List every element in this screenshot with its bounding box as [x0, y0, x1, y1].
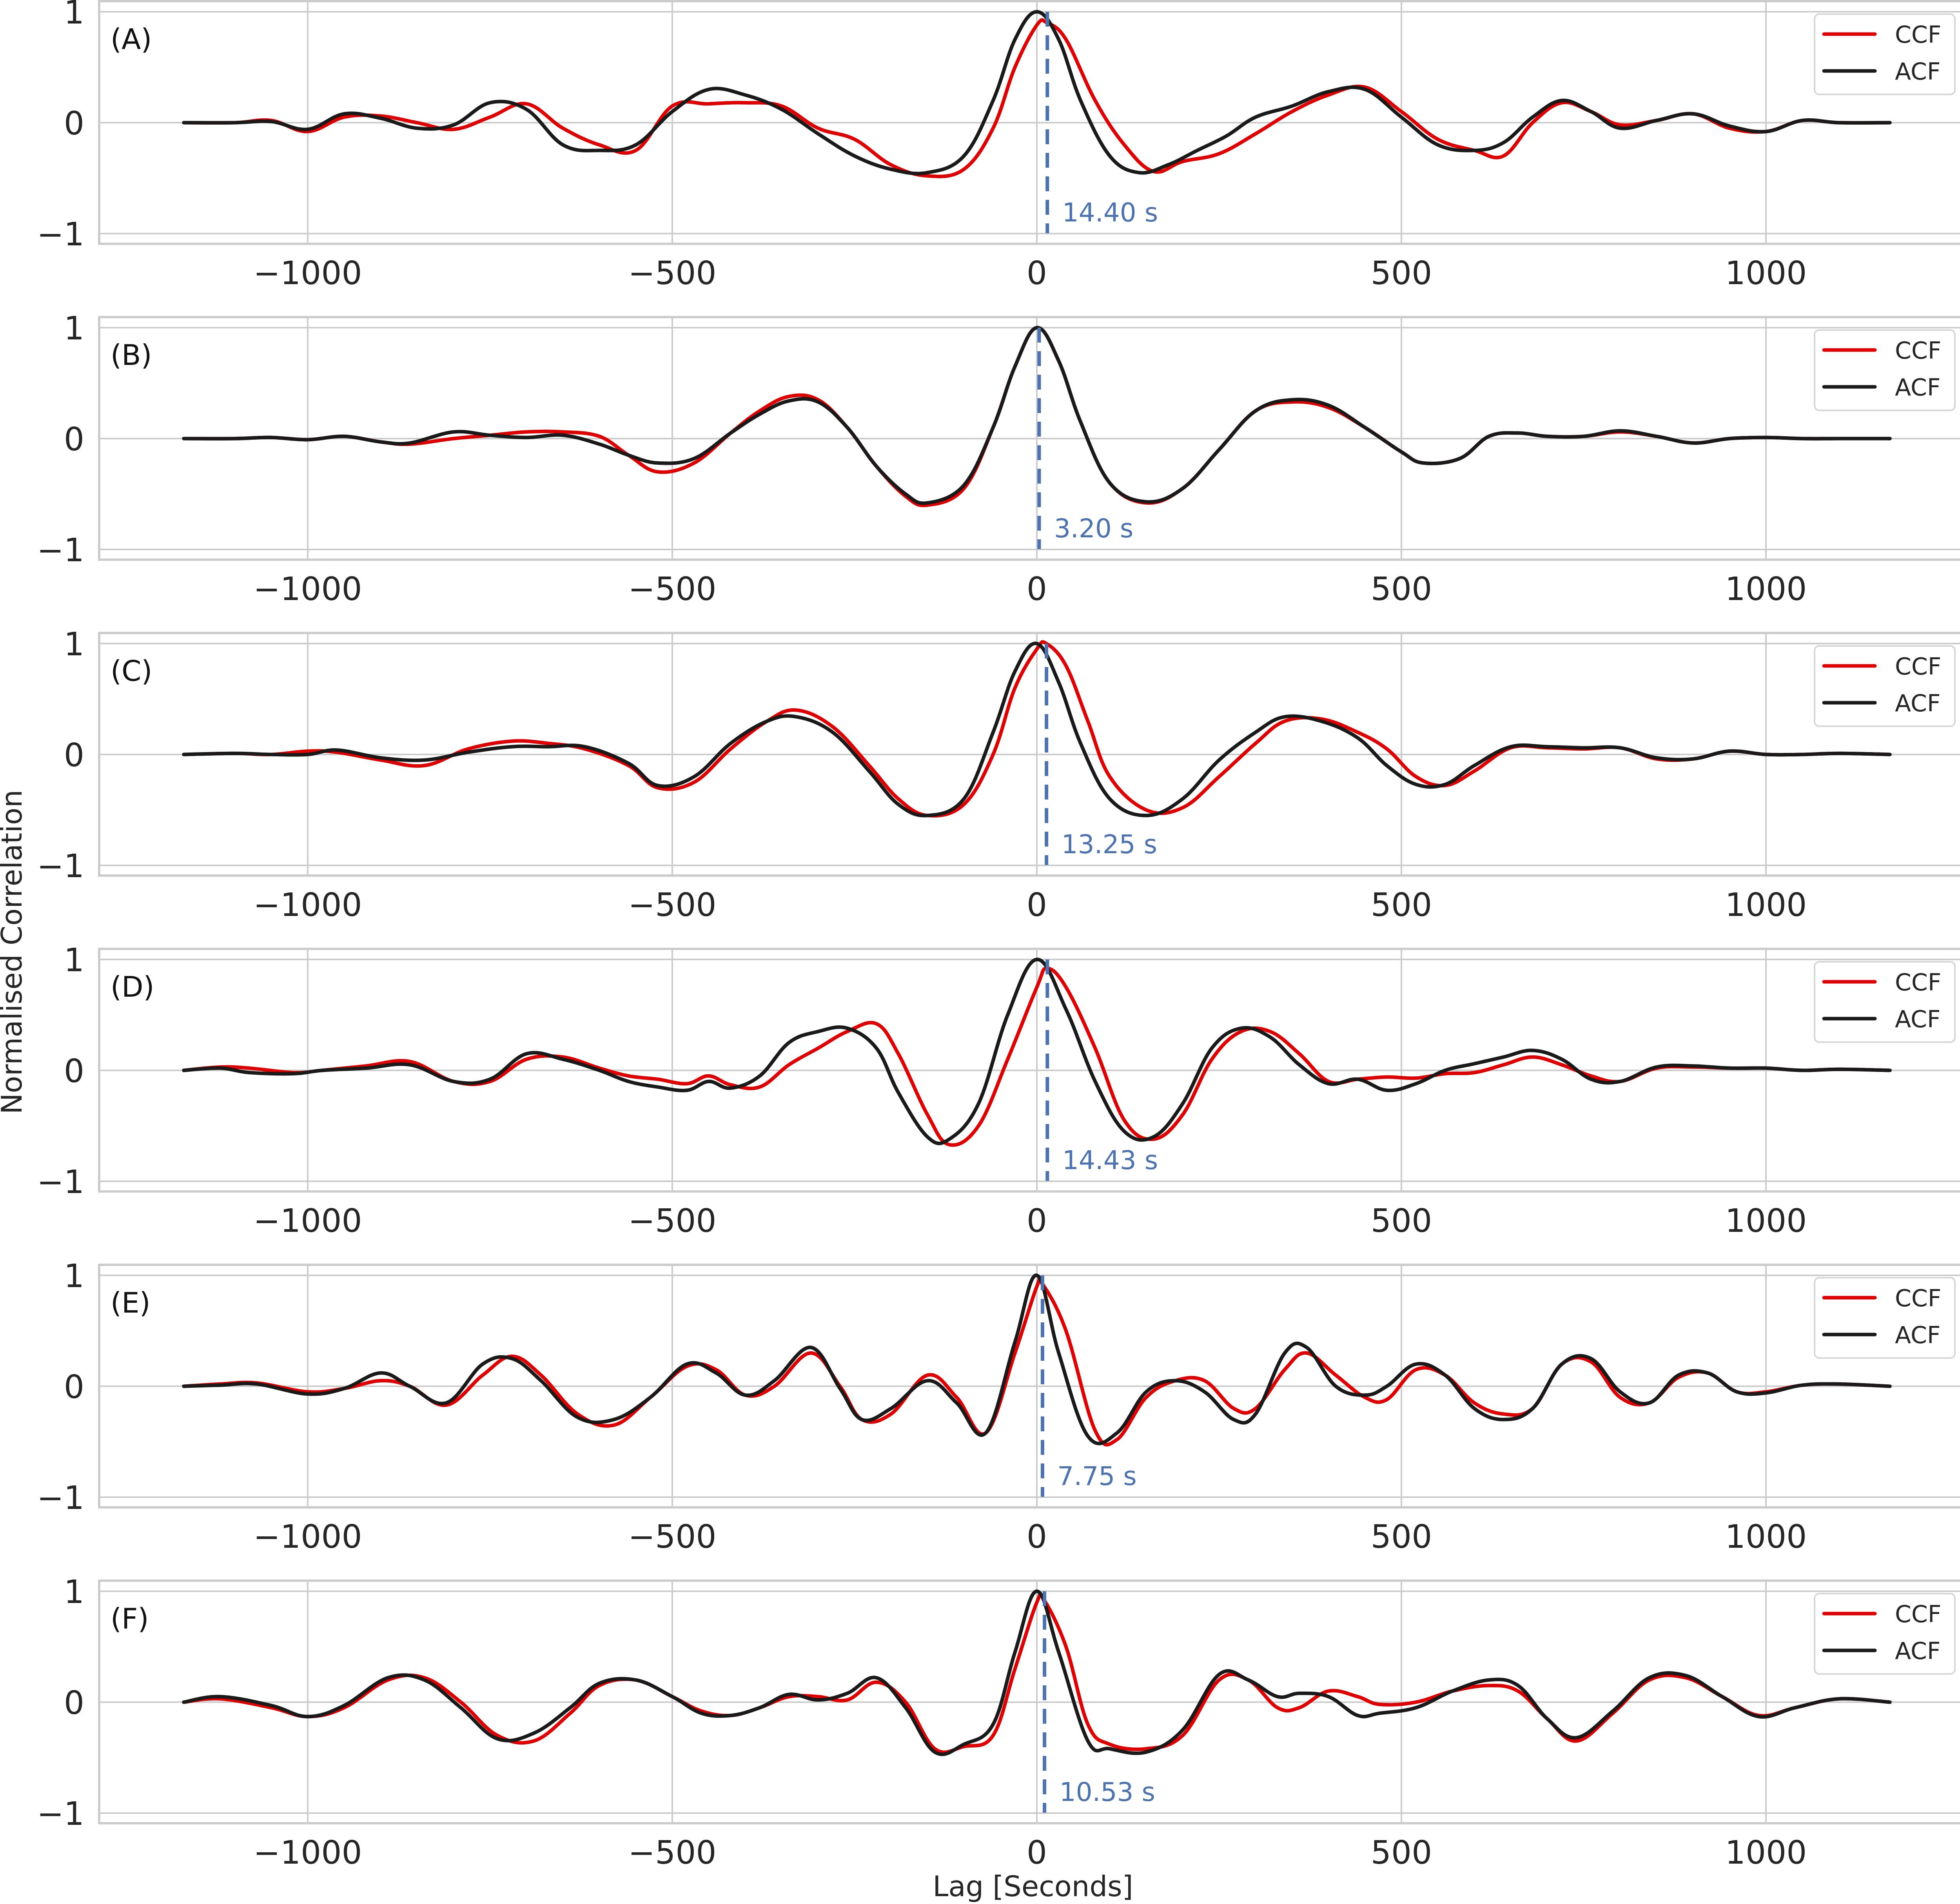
x-tick-label: −500 [628, 1518, 716, 1556]
acf-line [182, 326, 1892, 505]
y-tick-label: 1 [64, 0, 84, 31]
legend: CCF ACF [1814, 961, 1956, 1043]
legend-label: ACF [1895, 374, 1940, 401]
panel-b: 1 0 −1 −1000 −500 0 500 1000 (B) 3.20 s CCF ACF [37, 310, 1960, 608]
legend: CCF ACF [1814, 13, 1956, 95]
x-tick-label: 0 [1027, 1202, 1047, 1240]
panel-e: 1 0 −1 −1000 −500 0 500 1000 (E) 7.75 s CCF ACF [37, 1258, 1960, 1556]
panel-f: 1 0 −1 −1000 −500 0 500 1000 (F) 10.53 s CCF ACF [37, 1574, 1960, 1871]
x-tick-label: 500 [1371, 571, 1432, 608]
x-tick-label: 500 [1371, 1834, 1432, 1871]
x-tick-label: −1000 [253, 571, 362, 608]
y-tick-label: 1 [64, 1258, 84, 1295]
x-tick-label: −500 [628, 255, 716, 292]
y-tick-label: −1 [37, 216, 84, 253]
legend-label: ACF [1895, 1322, 1940, 1349]
legend-label: CCF [1895, 1285, 1941, 1312]
panel-label: (D) [111, 970, 154, 1003]
ccf-line [182, 967, 1892, 1147]
x-tick-label: 0 [1027, 1518, 1047, 1556]
legend-label: CCF [1895, 1601, 1941, 1628]
y-tick-label: −1 [37, 1164, 84, 1201]
y-tick-label: 1 [64, 942, 84, 979]
x-tick-label: −500 [628, 887, 716, 924]
legend: CCF ACF [1814, 329, 1956, 411]
y-tick-label: −1 [37, 848, 84, 885]
x-tick-label: −500 [628, 1834, 716, 1871]
acf-line [182, 1273, 1892, 1445]
panel-label: (C) [111, 655, 152, 687]
panel-label: (B) [111, 339, 152, 372]
x-tick-label: 500 [1371, 1202, 1432, 1240]
y-tick-label: −1 [37, 1795, 84, 1833]
y-tick-label: 0 [64, 737, 84, 774]
x-tick-label: 1000 [1725, 1518, 1807, 1556]
lag-marker-label: 13.25 s [1062, 829, 1157, 860]
legend-label: ACF [1895, 58, 1940, 85]
acf-line [182, 10, 1892, 176]
y-axis-title: Normalised Correlation [0, 790, 28, 1114]
x-tick-label: −500 [628, 571, 716, 608]
lag-marker-label: 14.43 s [1062, 1145, 1158, 1175]
lag-marker-label: 7.75 s [1057, 1461, 1136, 1491]
legend-label: ACF [1895, 1006, 1940, 1033]
y-tick-label: −1 [37, 1480, 84, 1517]
x-tick-label: 1000 [1725, 1202, 1807, 1240]
x-tick-label: −1000 [253, 1834, 362, 1871]
x-axis-title: Lag [Seconds] [933, 1870, 1133, 1903]
y-tick-label: 0 [64, 105, 84, 142]
legend-label: CCF [1895, 21, 1941, 49]
x-tick-label: 1000 [1725, 1834, 1807, 1871]
x-tick-label: 0 [1027, 1834, 1047, 1871]
panel-a: 1 0 −1 −1000 −500 0 500 1000 (A) 14.40 s CCF ACF [37, 0, 1960, 292]
x-tick-label: −1000 [253, 887, 362, 924]
panel-label: (A) [111, 23, 152, 56]
legend-label: CCF [1895, 969, 1941, 996]
x-tick-label: 500 [1371, 255, 1432, 292]
x-tick-label: 0 [1027, 255, 1047, 292]
y-tick-label: −1 [37, 532, 84, 569]
x-tick-label: −500 [628, 1202, 716, 1240]
x-tick-label: 500 [1371, 887, 1432, 924]
y-tick-label: 1 [64, 310, 84, 347]
legend: CCF ACF [1814, 645, 1956, 727]
lag-marker-label: 10.53 s [1060, 1777, 1155, 1807]
acf-line [182, 642, 1892, 818]
panels-container: 10−1−1000 −500 0 500 1000(A)14.40 sCCFACF10−… [37, 0, 1960, 1871]
x-tick-label: 1000 [1725, 571, 1807, 608]
legend-label: CCF [1895, 337, 1941, 364]
y-tick-label: 0 [64, 1053, 84, 1090]
y-tick-label: 0 [64, 1369, 84, 1406]
x-tick-label: 1000 [1725, 887, 1807, 924]
legend-label: ACF [1895, 1637, 1940, 1665]
x-tick-label: 500 [1371, 1518, 1432, 1556]
acf-line [182, 957, 1892, 1145]
lag-marker-label: 14.40 s [1062, 198, 1158, 228]
y-tick-label: 0 [64, 421, 84, 458]
panel-label: (F) [111, 1602, 149, 1635]
lag-marker-label: 3.20 s [1054, 513, 1133, 544]
x-tick-label: −1000 [253, 255, 362, 292]
x-tick-label: −1000 [253, 1518, 362, 1556]
x-tick-label: 0 [1027, 571, 1047, 608]
x-tick-label: −1000 [253, 1202, 362, 1240]
y-tick-label: 0 [64, 1685, 84, 1722]
legend-label: CCF [1895, 653, 1941, 680]
x-tick-label: 1000 [1725, 255, 1807, 292]
panel-label: (E) [111, 1286, 151, 1319]
x-tick-label: 0 [1027, 887, 1047, 924]
acf-line [182, 1589, 1892, 1756]
y-tick-label: 1 [64, 1574, 84, 1611]
panel-d: 1 0 −1 −1000 −500 0 500 1000 (D) 14.43 s CCF ACF [37, 942, 1960, 1240]
y-tick-label: 1 [64, 626, 84, 663]
legend-label: ACF [1895, 690, 1940, 717]
legend: CCF ACF [1814, 1593, 1956, 1675]
panel-c: 1 0 −1 −1000 −500 0 500 1000 (C) 13.25 s CCF ACF [37, 626, 1960, 924]
legend: CCF ACF [1814, 1277, 1956, 1359]
